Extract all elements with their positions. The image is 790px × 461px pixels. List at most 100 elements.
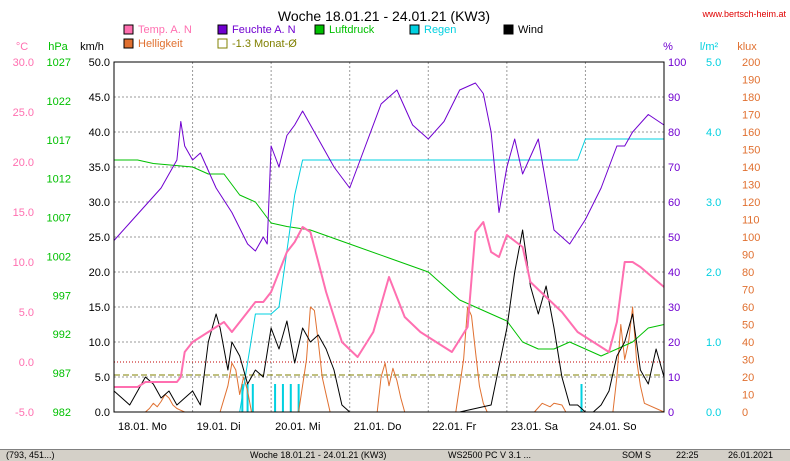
tick-label-temp: 0.0 <box>19 357 34 369</box>
legend-swatch <box>217 24 228 35</box>
series-line-hum <box>113 82 665 252</box>
tick-label-pres: 1022 <box>47 96 71 108</box>
tick-label-wind: 35.0 <box>89 162 110 174</box>
tick-label-lux: 120 <box>742 197 760 209</box>
tick-label-temp: -5.0 <box>15 407 34 419</box>
rain-event-bar <box>281 384 284 412</box>
tick-label-lux: 110 <box>742 215 760 227</box>
chart-title: Woche 18.01.21 - 24.01.21 (KW3) <box>278 8 490 24</box>
tick-label-pres: 997 <box>53 290 71 302</box>
status-mode: SOM S <box>622 450 652 460</box>
rain-event-bar <box>246 384 249 412</box>
reference-lines <box>114 361 664 376</box>
tick-label-lux: 80 <box>742 267 754 279</box>
tick-label-wind: 25.0 <box>89 232 110 244</box>
rain-event-bar <box>289 384 292 412</box>
tick-label-hum: 40 <box>668 267 680 279</box>
chart-grid <box>114 62 664 412</box>
tick-label-temp: 5.0 <box>19 307 34 319</box>
tick-label-lux: 60 <box>742 302 754 314</box>
rain-event-bar <box>251 384 254 412</box>
tick-label-pres: 1007 <box>47 213 71 225</box>
tick-label-temp: 15.0 <box>13 207 34 219</box>
tick-label-temp: 30.0 <box>13 57 34 69</box>
series-line-temp <box>114 221 665 388</box>
x-label: 18.01. Mo <box>118 421 167 433</box>
status-device: WS2500 PC V 3.1 ... <box>448 450 532 460</box>
tick-label-lux: 190 <box>742 75 760 87</box>
unit-label-pres: hPa <box>48 41 68 53</box>
tick-label-pres: 1012 <box>47 174 71 186</box>
tick-label-lux: 0 <box>742 407 748 419</box>
tick-label-rain: 4.0 <box>706 127 721 139</box>
unit-label-lux: klux <box>737 41 757 53</box>
legend-swatch <box>123 24 134 35</box>
unit-label-wind: km/h <box>80 41 104 53</box>
legend-swatch <box>314 24 325 35</box>
series-line-pres <box>114 159 665 357</box>
x-label: 24.01. So <box>589 421 636 433</box>
x-label: 20.01. Mi <box>275 421 320 433</box>
x-label: 23.01. Sa <box>511 421 559 433</box>
tick-label-rain: 2.0 <box>706 267 721 279</box>
tick-label-lux: 140 <box>742 162 760 174</box>
x-label: 21.01. Do <box>354 421 402 433</box>
axis-tick-labels: -5.0 0.0 5.0 10.0 15.0 20.0 25.0 30.0 982 987 992 9… <box>13 57 761 419</box>
tick-label-pres: 992 <box>53 329 71 341</box>
tick-label-lux: 130 <box>742 180 760 192</box>
tick-label-rain: 0.0 <box>706 407 721 419</box>
chart-legend: Temp. A. N Feuchte A. N Luftdruck Regen Wind… <box>123 24 543 50</box>
tick-label-hum: 30 <box>668 302 680 314</box>
tick-label-lux: 70 <box>742 285 754 297</box>
tick-label-hum: 0 <box>668 407 674 419</box>
tick-label-pres: 1027 <box>47 57 71 69</box>
legend-swatch <box>123 38 134 49</box>
plot-series <box>113 82 665 413</box>
unit-label-rain: l/m² <box>700 41 719 53</box>
tick-label-hum: 60 <box>668 197 680 209</box>
rain-event-bar <box>297 384 300 412</box>
legend-label: Regen <box>424 24 456 36</box>
tick-label-wind: 40.0 <box>89 127 110 139</box>
tick-label-hum: 90 <box>668 92 680 104</box>
unit-label-temp: °C <box>16 41 28 53</box>
tick-label-lux: 200 <box>742 57 760 69</box>
tick-label-pres: 1002 <box>47 251 71 263</box>
legend-label: Feuchte A. N <box>232 24 296 36</box>
x-label: 19.01. Di <box>197 421 241 433</box>
tick-label-rain: 1.0 <box>706 337 721 349</box>
tick-label-lux: 10 <box>742 390 754 402</box>
tick-label-lux: 30 <box>742 355 754 367</box>
tick-label-lux: 160 <box>742 127 760 139</box>
legend-label: Luftdruck <box>329 24 375 36</box>
status-time: 22:25 <box>676 450 699 460</box>
legend-label: Wind <box>518 24 543 36</box>
rain-event-bar <box>580 384 583 412</box>
weather-chart: Woche 18.01.21 - 24.01.21 (KW3) www.bert… <box>13 8 787 433</box>
tick-label-hum: 10 <box>668 372 680 384</box>
tick-label-lux: 150 <box>742 145 760 157</box>
tick-label-lux: 170 <box>742 110 760 122</box>
unit-label-hum: % <box>663 41 673 53</box>
tick-label-lux: 40 <box>742 337 754 349</box>
tick-label-pres: 1017 <box>47 135 71 147</box>
tick-label-wind: 45.0 <box>89 92 110 104</box>
tick-label-hum: 20 <box>668 337 680 349</box>
tick-label-wind: 15.0 <box>89 302 110 314</box>
legend-label: -1.3 Monat-Ø <box>232 38 297 50</box>
tick-label-hum: 100 <box>668 57 686 69</box>
x-axis-labels: 18.01. Mo 19.01. Di 20.01. Mi 21.01. Do 22.0… <box>118 421 637 433</box>
status-coords: (793, 451...) <box>6 450 55 460</box>
watermark-link[interactable]: www.bertsch-heim.at <box>701 9 786 19</box>
tick-label-temp: 20.0 <box>13 157 34 169</box>
rain-event-bars <box>241 384 583 412</box>
legend-swatch <box>409 24 420 35</box>
axis-unit-labels: °C hPa km/h% l/m² klux <box>16 41 757 53</box>
status-date: 26.01.2021 <box>728 450 774 460</box>
tick-label-lux: 50 <box>742 320 754 332</box>
tick-label-lux: 20 <box>742 372 754 384</box>
tick-label-temp: 25.0 <box>13 107 34 119</box>
tick-label-rain: 3.0 <box>706 197 721 209</box>
tick-label-lux: 100 <box>742 232 760 244</box>
tick-label-wind: 30.0 <box>89 197 110 209</box>
